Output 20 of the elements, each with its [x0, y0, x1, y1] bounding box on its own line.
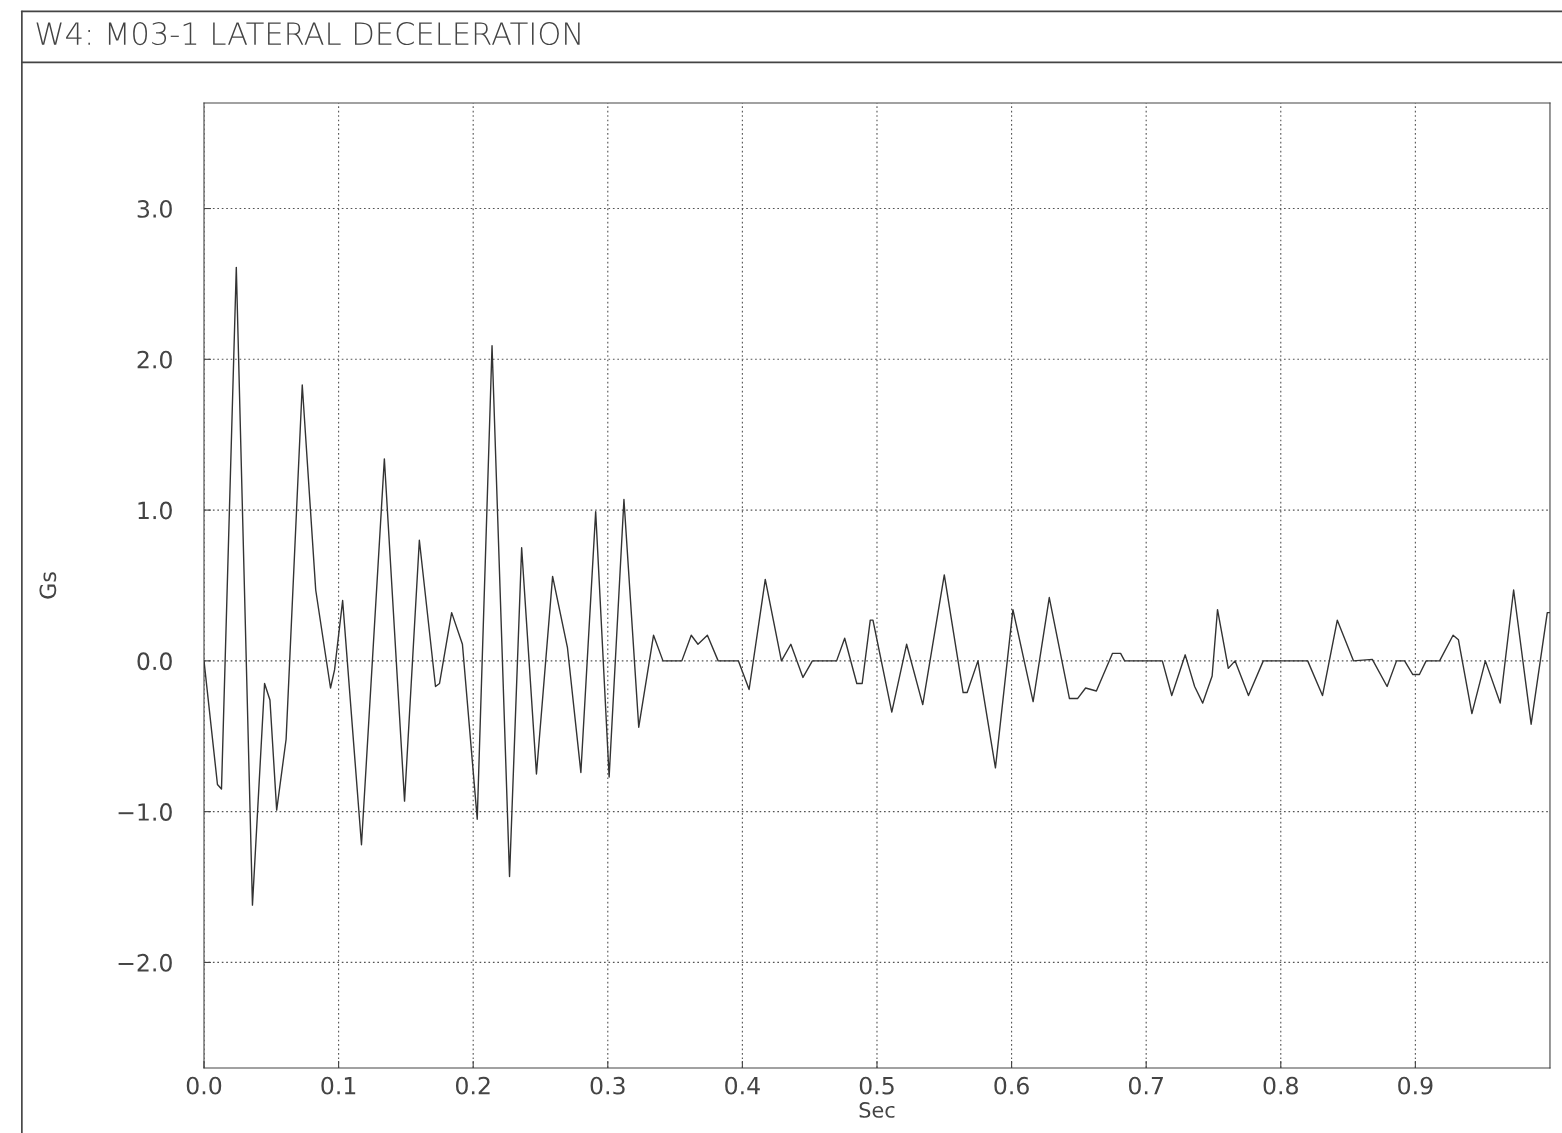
x-tick-label: 0.2 [455, 1076, 490, 1095]
x-axis-title: Sec [859, 1102, 895, 1118]
x-tick-label: 0.3 [590, 1076, 625, 1095]
x-tick-label: 0.5 [859, 1076, 894, 1095]
y-tick-label: 2.0 [137, 350, 172, 369]
y-axis-title: Gs [39, 572, 57, 599]
y-tick-label: 0.0 [137, 652, 172, 671]
y-tick-label: −2.0 [118, 953, 172, 972]
y-tick-label: 3.0 [137, 199, 172, 218]
chart-title: W4: M03-1 LATERAL DECELERATION [36, 22, 580, 46]
x-tick-label: 0.8 [1263, 1076, 1298, 1095]
x-tick-label: 0.7 [1128, 1076, 1163, 1095]
y-tick-label: −1.0 [118, 803, 172, 821]
x-tick-label: 0.1 [321, 1076, 356, 1095]
x-tick-label: 0.0 [186, 1076, 222, 1095]
x-tick-label: 0.4 [725, 1076, 760, 1095]
x-tick-label: 0.9 [1398, 1076, 1433, 1095]
x-tick-label: 0.6 [994, 1076, 1029, 1095]
y-tick-label: 1.0 [138, 501, 172, 520]
line-series [204, 266, 1550, 906]
